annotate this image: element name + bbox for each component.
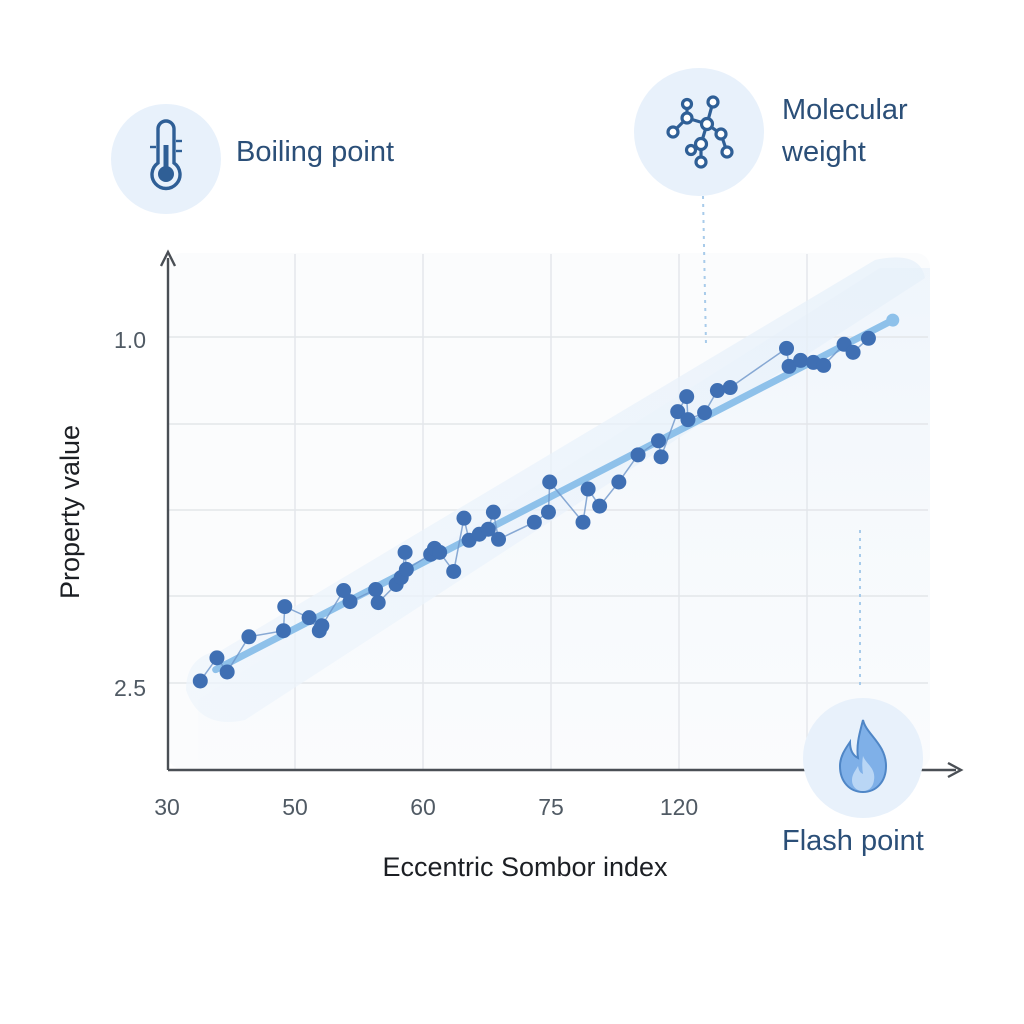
molecular-weight-label: Molecular weight	[782, 94, 908, 168]
data-point	[781, 358, 797, 374]
molecular-weight-badge	[634, 68, 764, 196]
data-point	[630, 447, 646, 463]
molecule-icon	[657, 88, 741, 177]
data-point	[219, 664, 235, 680]
data-point	[432, 544, 448, 560]
tick-labels: 30 50 60 75 120 1.0 2.5	[114, 327, 698, 820]
data-point	[370, 595, 386, 611]
x-axis-arrow	[947, 761, 964, 779]
x-axis-title: Eccentric Sombor index	[382, 852, 668, 882]
molecular-weight-leader	[702, 195, 707, 346]
data-point	[485, 504, 501, 520]
data-point	[540, 504, 556, 520]
thermometer-icon	[136, 117, 196, 202]
data-point	[611, 474, 627, 490]
data-points	[192, 330, 876, 689]
data-point	[241, 629, 257, 645]
data-point	[580, 481, 596, 497]
data-point	[398, 561, 414, 577]
data-point	[526, 514, 542, 530]
data-point	[697, 405, 713, 421]
data-point	[209, 650, 225, 666]
data-point	[575, 514, 591, 530]
trend-line-end	[886, 313, 900, 327]
y-tick-label: 2.5	[114, 675, 146, 701]
x-tick-label: 75	[538, 794, 564, 820]
data-point	[845, 344, 861, 360]
y-axis-title: Property value	[55, 425, 85, 599]
data-point	[542, 474, 558, 490]
data-point	[336, 583, 352, 599]
data-point	[491, 531, 507, 547]
data-point	[779, 340, 795, 356]
x-tick-label: 120	[660, 794, 698, 820]
data-point	[651, 433, 667, 449]
y-axis-arrow	[159, 249, 177, 267]
x-tick-label: 60	[410, 794, 436, 820]
x-tick-label: 50	[282, 794, 308, 820]
data-point	[314, 618, 330, 634]
x-tick-label: 30	[154, 794, 180, 820]
data-point	[397, 544, 413, 560]
flash-point-label: Flash point	[782, 825, 924, 857]
data-point	[456, 510, 472, 526]
data-point	[680, 412, 696, 428]
data-point	[816, 357, 832, 373]
data-point	[368, 582, 384, 598]
trend-layer	[212, 313, 900, 674]
data-point	[679, 389, 695, 405]
boiling-point-label: Boiling point	[236, 136, 394, 168]
data-point	[722, 380, 738, 396]
trend-line	[212, 316, 897, 674]
data-point	[277, 599, 293, 615]
data-point	[275, 623, 291, 639]
boiling-point-badge	[111, 104, 221, 214]
data-point	[592, 498, 608, 514]
y-tick-label: 1.0	[114, 327, 146, 353]
data-point	[793, 352, 809, 368]
flash-point-badge	[803, 698, 923, 818]
data-point	[709, 383, 725, 399]
data-point	[446, 563, 462, 579]
data-point	[670, 404, 686, 420]
flame-icon	[828, 716, 898, 801]
data-point	[860, 330, 876, 346]
data-point	[653, 449, 669, 465]
data-point	[480, 521, 496, 537]
data-point	[342, 594, 358, 610]
data-point	[301, 610, 317, 626]
data-point	[192, 673, 208, 689]
